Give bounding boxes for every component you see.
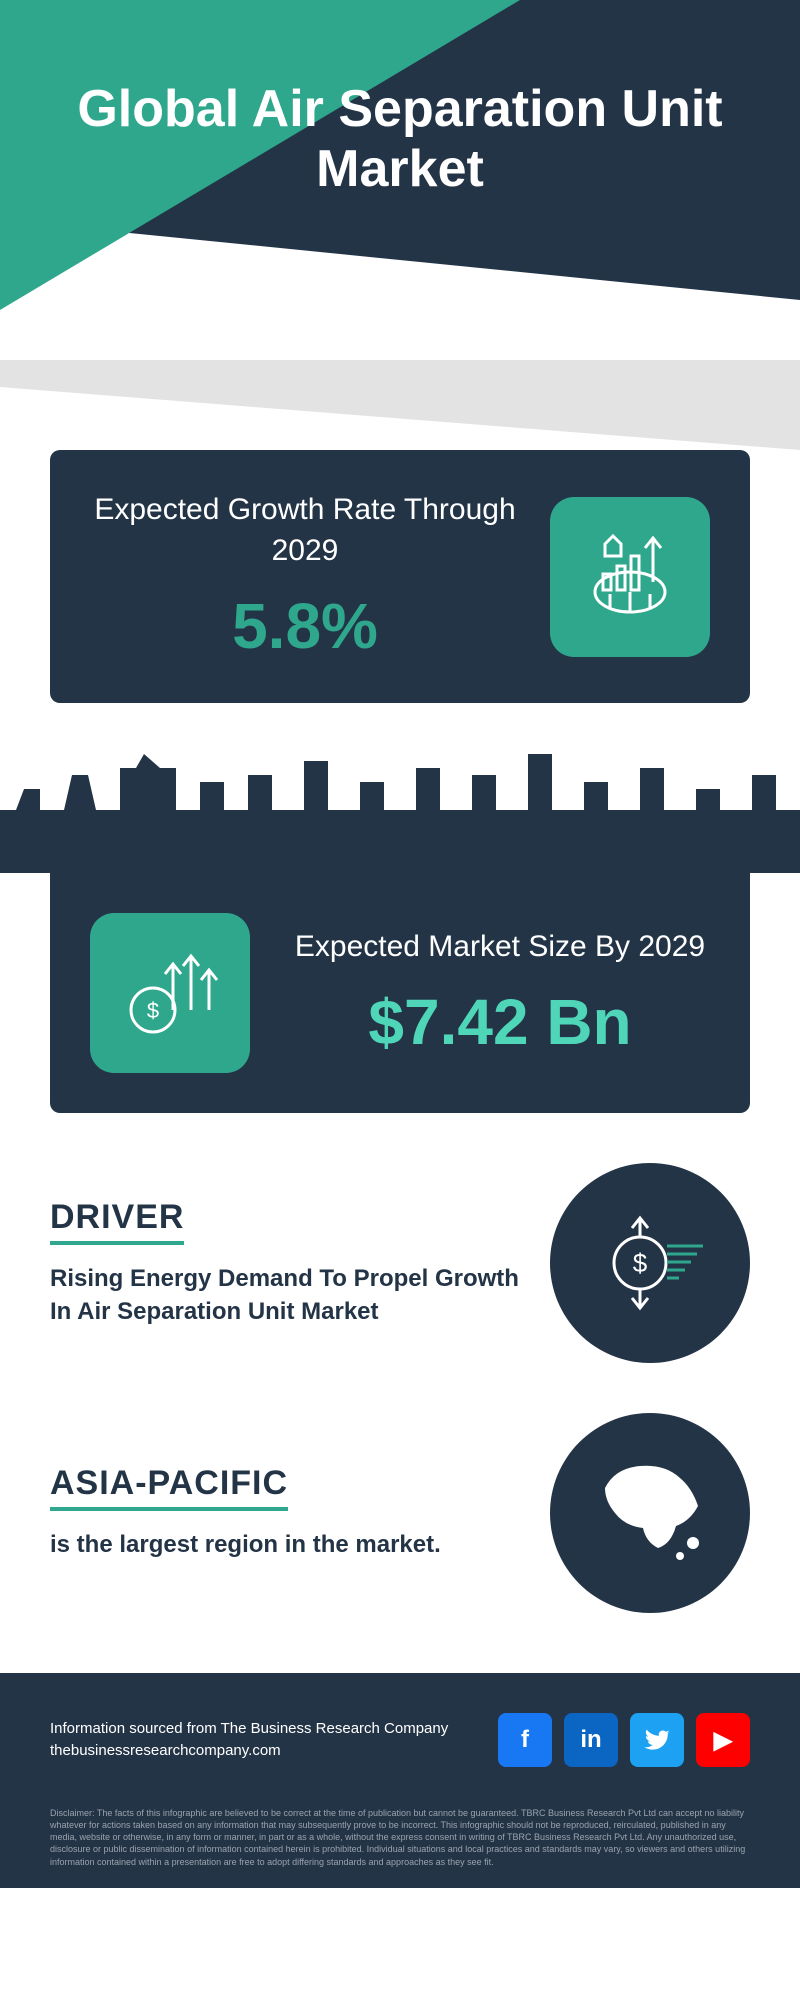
growth-label: Expected Growth Rate Through 2029 [90,490,520,571]
footer-source-line2: thebusinessresearchcompany.com [50,1740,448,1763]
svg-text:$: $ [633,1248,648,1278]
size-icon: $ [90,913,250,1073]
driver-block: DRIVER Rising Energy Demand To Propel Gr… [50,1163,750,1363]
linkedin-icon[interactable]: in [564,1713,618,1767]
youtube-icon[interactable]: ▶ [696,1713,750,1767]
size-value: $7.42 Bn [290,985,710,1059]
disclaimer: Disclaimer: The facts of this infographi… [0,1787,800,1888]
region-block: ASIA-PACIFIC is the largest region in th… [50,1413,750,1613]
growth-card: Expected Growth Rate Through 2029 5.8% [50,450,750,703]
footer-source-line1: Information sourced from The Business Re… [50,1718,448,1741]
gray-wedge [0,360,800,450]
region-body: is the largest region in the market. [50,1529,520,1561]
social-links: f in ▶ [498,1713,750,1767]
facebook-icon[interactable]: f [498,1713,552,1767]
hero-section: Global Air Separation Unit Market [0,0,800,360]
svg-text:$: $ [147,998,159,1023]
footer: Information sourced from The Business Re… [0,1673,800,1787]
driver-body: Rising Energy Demand To Propel Growth In… [50,1263,520,1328]
skyline-divider [0,733,800,873]
growth-icon [550,497,710,657]
size-label: Expected Market Size By 2029 [290,927,710,968]
growth-value: 5.8% [90,589,520,663]
footer-source: Information sourced from The Business Re… [50,1718,448,1763]
size-card: $ Expected Market Size By 2029 $7.42 Bn [50,873,750,1113]
region-icon [550,1413,750,1613]
infographic-root: Global Air Separation Unit Market Expect… [0,0,800,1888]
page-title: Global Air Separation Unit Market [0,0,800,200]
driver-heading: DRIVER [50,1198,184,1245]
twitter-icon[interactable] [630,1713,684,1767]
driver-icon: $ [550,1163,750,1363]
region-heading: ASIA-PACIFIC [50,1464,288,1511]
